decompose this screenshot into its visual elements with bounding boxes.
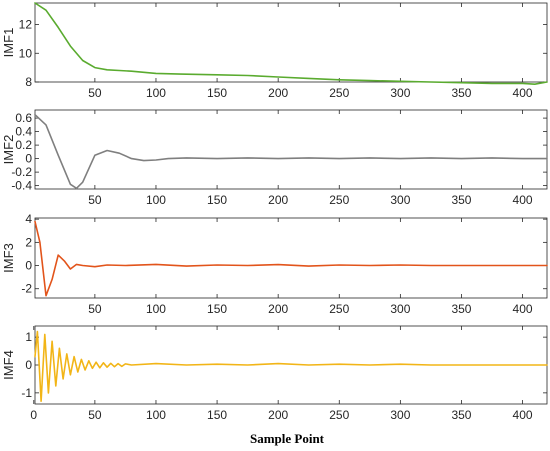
x-tick-label: 350: [451, 86, 471, 100]
x-tick-label: 100: [146, 193, 166, 207]
x-tick-label: 350: [451, 302, 471, 316]
x-tick-label: 150: [207, 408, 227, 422]
y-axis-label: IMF4: [1, 350, 16, 380]
subplot-1: 8 10 12 50 100 150 200 250 300 350 400 IMF1: [1, 2, 548, 100]
y-tick-label: 10: [19, 46, 33, 60]
x-tick-label: 200: [268, 193, 288, 207]
x-axis-label: Sample Point: [250, 431, 325, 446]
y-tick-label: 0.2: [15, 138, 32, 152]
x-tick-label: 150: [207, 302, 227, 316]
y-tick-label: -1: [21, 386, 32, 400]
y-tick-label: -0.2: [11, 165, 32, 179]
y-tick-label: -2: [21, 282, 32, 296]
x-tick-label: 0: [30, 408, 37, 422]
x-tick-label: 250: [329, 86, 349, 100]
y-axis-label: IMF1: [1, 28, 16, 58]
subplot-3: -2 0 2 4 50 100 150 200 250 300 350 400 IMF3: [1, 212, 548, 316]
y-tick-label: 1: [25, 330, 32, 344]
x-tick-label: 300: [390, 86, 410, 100]
x-tick-label: 100: [146, 302, 166, 316]
x-tick-label: 50: [88, 193, 102, 207]
y-tick-label: 8: [25, 75, 32, 89]
x-tick-label: 50: [88, 408, 102, 422]
x-tick-label: 300: [390, 302, 410, 316]
subplot-4: -1 0 1 0 50 100 150 200 250 300 350 400 IMF4: [1, 325, 548, 422]
x-tick-label: 100: [146, 408, 166, 422]
x-tick-label: 400: [513, 302, 533, 316]
x-tick-label: 100: [146, 86, 166, 100]
x-tick-label: 50: [88, 86, 102, 100]
y-tick-label: 4: [25, 212, 32, 226]
y-tick-label: 2: [25, 235, 32, 249]
x-tick-label: 400: [513, 86, 533, 100]
y-tick-label: 12: [19, 18, 33, 32]
x-tick-label: 200: [268, 302, 288, 316]
series-line-4-1: [34, 330, 548, 403]
y-tick-label: 0.6: [15, 111, 32, 125]
plot-frame: [34, 2, 548, 83]
y-tick-label: 0: [25, 358, 32, 372]
x-tick-label: 400: [513, 193, 533, 207]
x-tick-label: 150: [207, 86, 227, 100]
x-tick-label: 250: [329, 193, 349, 207]
x-tick-label: 350: [451, 408, 471, 422]
y-axis-label: IMF3: [1, 243, 16, 273]
x-tick-label: 300: [390, 193, 410, 207]
y-tick-label: -0.4: [11, 179, 32, 193]
x-tick-label: 400: [513, 408, 533, 422]
series-line-3-1: [34, 220, 548, 297]
x-tick-label: 250: [329, 408, 349, 422]
x-tick-label: 200: [268, 408, 288, 422]
y-tick-label: 0.4: [15, 125, 32, 139]
series-line-1-1: [34, 2, 548, 85]
x-tick-label: 50: [88, 302, 102, 316]
x-tick-label: 250: [329, 302, 349, 316]
y-tick-label: 0: [25, 259, 32, 273]
x-tick-label: 200: [268, 86, 288, 100]
x-tick-label: 300: [390, 408, 410, 422]
x-tick-label: 150: [207, 193, 227, 207]
plot-frame: [34, 109, 548, 190]
series-line-2-1: [34, 113, 548, 190]
subplot-2: -0.4-0.200.20.40.6 50 100 150 200 250 300 350 40…: [1, 109, 548, 207]
y-axis-label: IMF2: [1, 135, 16, 165]
y-tick-label: 0: [25, 152, 32, 166]
plot-frame: [34, 217, 548, 299]
x-tick-label: 350: [451, 193, 471, 207]
